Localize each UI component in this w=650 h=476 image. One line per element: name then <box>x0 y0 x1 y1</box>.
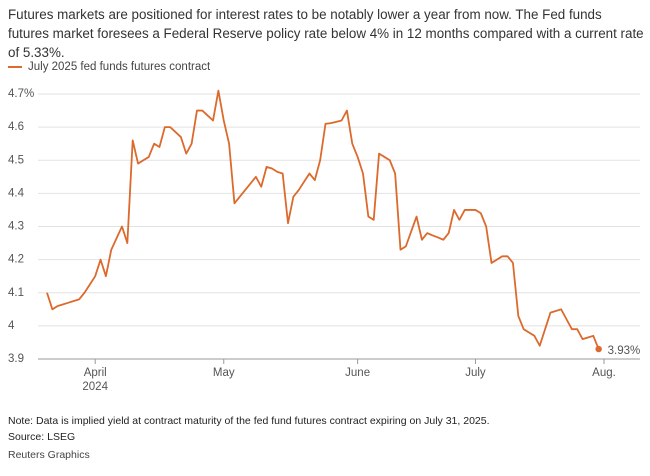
y-tick-label: 4.6 <box>8 121 24 133</box>
y-tick-label: 4.4 <box>8 187 25 199</box>
credit: Reuters Graphics <box>8 449 90 461</box>
x-tick-label: May <box>213 367 235 379</box>
chart: 3.9 4 4.1 4.2 4.3 4.4 4.5 4.6 4.7% April 2024 May Ju… <box>8 88 641 393</box>
y-tick-label: 4.3 <box>8 221 24 233</box>
y-tick-label: 4.1 <box>8 287 24 299</box>
notes: Note: Data is implied yield at contract … <box>8 413 490 445</box>
x-tick-label: July <box>465 367 486 379</box>
legend-swatch <box>8 66 22 68</box>
y-tick-label: 3.9 <box>8 353 24 365</box>
value-label: 3.93% <box>608 345 641 357</box>
x-tick-label: June <box>345 367 370 379</box>
x-year-label: 2024 <box>82 381 108 393</box>
x-tick-label: April <box>84 367 107 379</box>
y-tick-label: 4.7% <box>8 88 34 100</box>
legend-label: July 2025 fed funds futures contract <box>28 61 211 73</box>
note: Note: Data is implied yield at contract … <box>8 415 490 427</box>
source: Source: LSEG <box>8 431 76 443</box>
chart-title: Futures markets are positioned for inter… <box>8 7 644 60</box>
y-tick-label: 4.5 <box>8 154 24 166</box>
y-tick-label: 4.2 <box>8 254 24 266</box>
y-tick-label: 4 <box>8 320 15 332</box>
series-line <box>46 89 600 350</box>
end-point <box>595 345 602 353</box>
legend: July 2025 fed funds futures contract <box>8 61 210 73</box>
x-tick-label: Aug. <box>592 367 616 379</box>
